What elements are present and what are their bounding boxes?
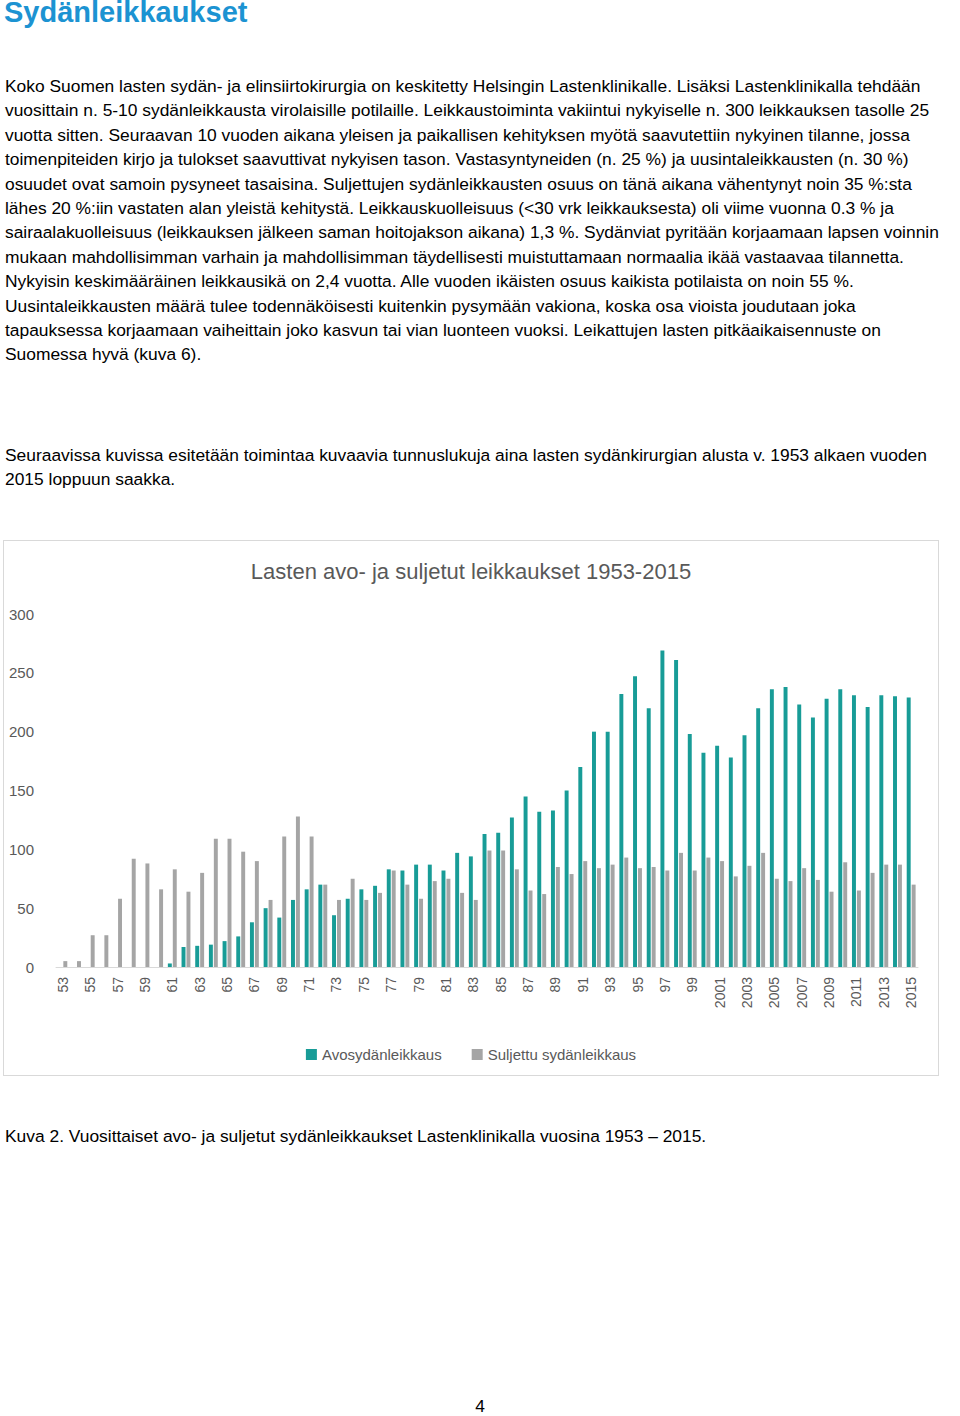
svg-text:100: 100	[9, 841, 34, 858]
svg-text:Suljettu sydänleikkaus: Suljettu sydänleikkaus	[488, 1046, 636, 1063]
svg-text:300: 300	[9, 606, 34, 623]
svg-text:77: 77	[383, 977, 399, 993]
html-text:4: 4	[475, 1396, 485, 1416]
svg-text:97: 97	[657, 977, 673, 993]
svg-text:65: 65	[219, 977, 235, 993]
svg-text:0: 0	[26, 959, 34, 976]
svg-text:50: 50	[17, 900, 34, 917]
svg-text:2003: 2003	[739, 977, 755, 1008]
html-text:Kuva 2. Vuosittaiset avo- ja s: Kuva 2. Vuosittaiset avo- ja suljetut sy…	[5, 1126, 707, 1146]
html-text:Seuraavissa kuvissa esitetään: Seuraavissa kuvissa esitetään toimintaa …	[5, 445, 927, 490]
svg-text:2001: 2001	[712, 977, 728, 1008]
svg-text:55: 55	[82, 977, 98, 993]
svg-text:59: 59	[137, 977, 153, 993]
svg-text:2005: 2005	[766, 977, 782, 1008]
svg-text:73: 73	[328, 977, 344, 993]
svg-text:71: 71	[301, 977, 317, 993]
svg-text:85: 85	[493, 977, 509, 993]
svg-text:2009: 2009	[821, 977, 837, 1008]
svg-text:69: 69	[274, 977, 290, 993]
svg-text:81: 81	[438, 977, 454, 993]
svg-text:93: 93	[602, 977, 618, 993]
svg-text:250: 250	[9, 664, 34, 681]
svg-text:99: 99	[684, 977, 700, 993]
svg-text:2013: 2013	[876, 977, 892, 1008]
svg-text:Avosydänleikkaus: Avosydänleikkaus	[322, 1046, 442, 1063]
svg-text:61: 61	[164, 977, 180, 993]
svg-text:200: 200	[9, 723, 34, 740]
svg-text:83: 83	[465, 977, 481, 993]
svg-text:2011: 2011	[848, 977, 864, 1007]
html-text:Koko Suomen lasten sydän- ja e: Koko Suomen lasten sydän- ja elinsiirtok…	[5, 76, 939, 365]
svg-text:63: 63	[192, 977, 208, 993]
svg-text:91: 91	[575, 977, 591, 993]
svg-text:2007: 2007	[794, 977, 810, 1008]
svg-text:53: 53	[55, 977, 71, 993]
svg-text:75: 75	[356, 977, 372, 993]
svg-text:87: 87	[520, 977, 536, 993]
svg-text:150: 150	[9, 782, 34, 799]
svg-text:2015: 2015	[903, 977, 919, 1008]
svg-text:89: 89	[547, 977, 563, 993]
svg-text:57: 57	[110, 977, 126, 993]
svg-text:Lasten avo- ja suljetut leikka: Lasten avo- ja suljetut leikkaukset 1953…	[251, 559, 691, 584]
svg-text:95: 95	[630, 977, 646, 993]
svg-text:79: 79	[411, 977, 427, 993]
svg-text:67: 67	[246, 977, 262, 993]
